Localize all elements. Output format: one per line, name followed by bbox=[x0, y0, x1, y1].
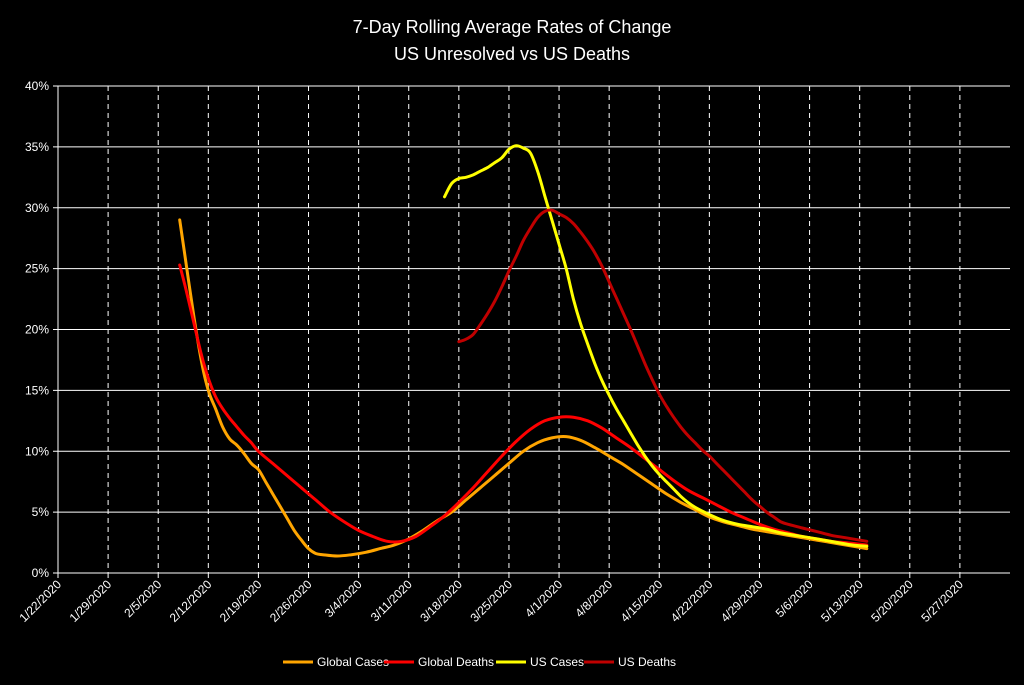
y-tick-label: 15% bbox=[25, 383, 49, 397]
series-line-us-cases bbox=[443, 144, 869, 548]
y-tick-label: 40% bbox=[25, 79, 49, 93]
y-tick-label: 0% bbox=[32, 566, 50, 580]
y-axis: 0% 5% 10% 15% 20% 25% 30% 35% 40% bbox=[25, 79, 59, 580]
legend-label-global-deaths: Global Deaths bbox=[418, 655, 494, 669]
legend-label-global-cases: Global Cases bbox=[317, 655, 389, 669]
y-tick-label: 30% bbox=[25, 201, 49, 215]
y-tick-label: 35% bbox=[25, 140, 49, 154]
series-lines bbox=[178, 144, 869, 558]
legend-label-us-cases: US Cases bbox=[530, 655, 584, 669]
y-tick-label: 25% bbox=[25, 262, 49, 276]
y-tick-label: 20% bbox=[25, 323, 49, 337]
series-line-us-deaths bbox=[457, 208, 869, 543]
series-line-global-deaths bbox=[178, 263, 869, 547]
chart-title: 7-Day Rolling Average Rates of Change bbox=[353, 17, 672, 37]
legend: Global Cases Global Deaths US Cases US Deat… bbox=[283, 655, 676, 669]
legend-label-us-deaths: US Deaths bbox=[618, 655, 676, 669]
chart-subtitle: US Unresolved vs US Deaths bbox=[394, 44, 630, 64]
y-tick-label: 10% bbox=[25, 444, 49, 458]
y-tick-label: 5% bbox=[32, 505, 50, 519]
